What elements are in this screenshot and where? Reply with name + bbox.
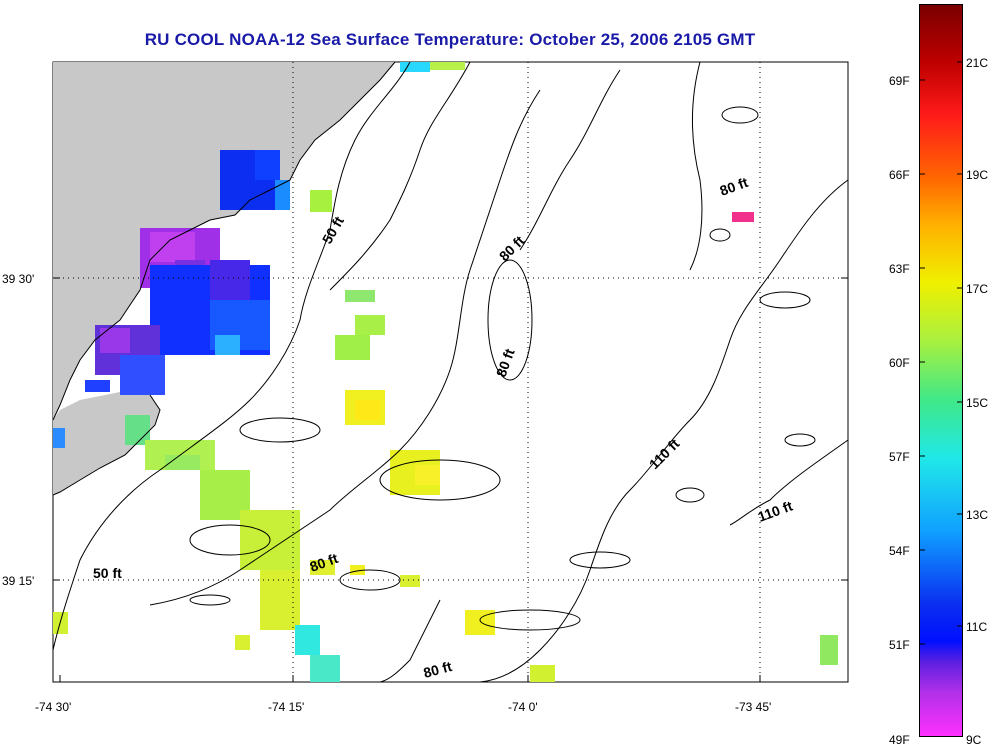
- colorbar-label-c: 19C: [966, 168, 989, 182]
- bathymetry-contours: [52, 61, 849, 683]
- colorbar-label-f: 51F: [889, 638, 910, 652]
- colorbar-label-c: 11C: [966, 620, 988, 634]
- colorbar-label-c: 13C: [966, 508, 989, 522]
- colorbar-label-f: 69F: [889, 74, 910, 88]
- x-tick-label: -73 45': [735, 700, 772, 714]
- x-tick-label: -74 30': [35, 700, 72, 714]
- land-area: [53, 62, 395, 420]
- colorbar-label-f: 66F: [889, 168, 910, 182]
- sst-pixels: [53, 62, 838, 682]
- colorbar-label-c: 21C: [966, 56, 989, 70]
- colorbar-label-f: 54F: [889, 544, 910, 558]
- colorbar-label-c: 15C: [966, 396, 989, 410]
- axis-ticks: [53, 277, 848, 682]
- contour-label: 50 ft: [93, 565, 122, 581]
- colorbar-label-f: 49F: [889, 733, 910, 747]
- temperature-colorbar: [919, 4, 963, 737]
- y-tick-label: 39 30': [2, 272, 35, 286]
- y-tick-label: 39 15': [2, 574, 35, 588]
- colorbar-label-f: 60F: [889, 356, 910, 370]
- contour-label: 80 ft: [422, 658, 454, 681]
- colorbar-label-c: 9C: [966, 733, 982, 747]
- map-title: RU COOL NOAA-12 Sea Surface Temperature:…: [144, 30, 756, 49]
- colorbar-label-f: 63F: [889, 262, 910, 276]
- coastline: [52, 61, 396, 496]
- x-tick-label: -74 0': [508, 700, 538, 714]
- x-tick-label: -74 15': [268, 700, 305, 714]
- colorbar-label-c: 17C: [966, 282, 989, 296]
- colorbar-label-f: 57F: [889, 450, 910, 464]
- graticule: [53, 62, 848, 682]
